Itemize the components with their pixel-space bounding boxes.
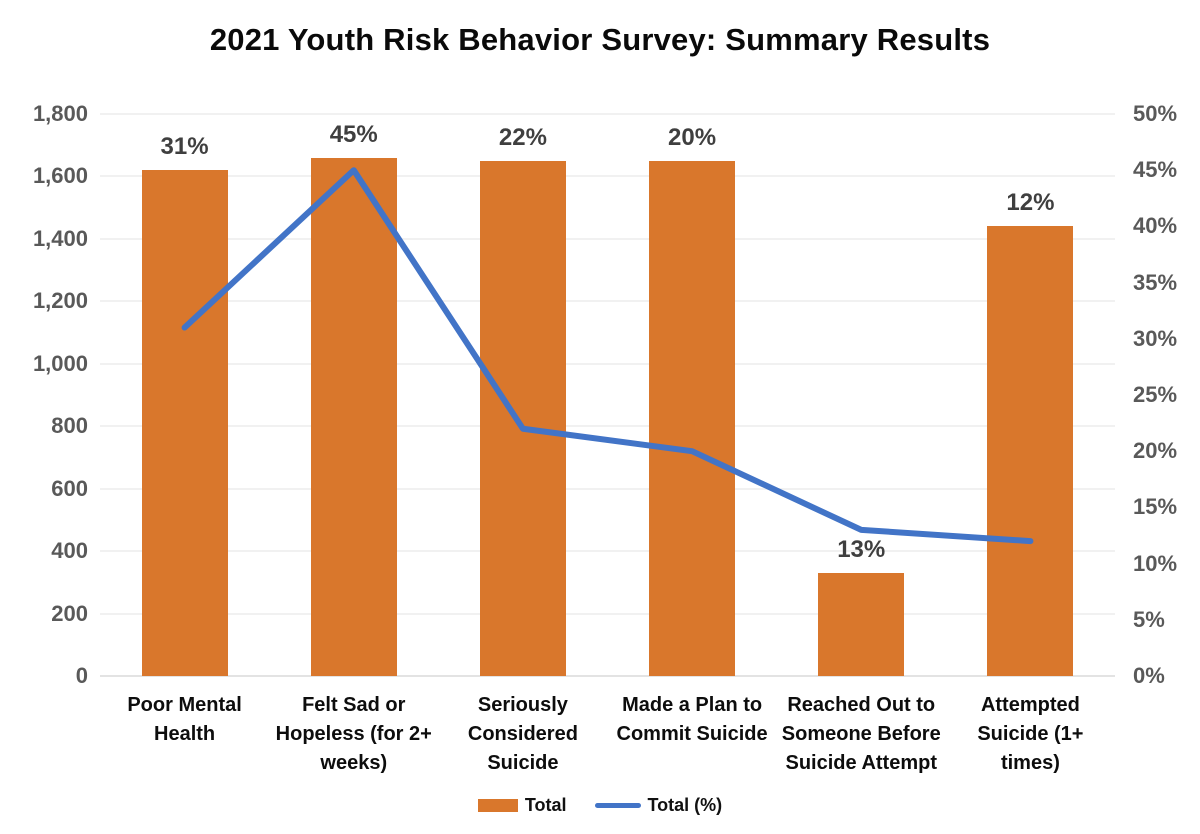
bar-6 <box>987 226 1074 676</box>
total-percent-line <box>181 167 1034 545</box>
gridline <box>100 237 1115 240</box>
left-value-axis: 1,800 1,600 1,400 1,200 1,000 800 600 400 200 0 <box>0 101 88 688</box>
left-axis-tick: 200 <box>51 600 88 626</box>
left-axis-tick: 400 <box>51 538 88 564</box>
bar-2 <box>310 157 397 676</box>
legend-line-swatch-icon <box>594 803 641 808</box>
legend-item-total: Total <box>477 795 567 816</box>
left-axis-tick: 800 <box>51 413 88 439</box>
category-label-5: Reached Out to Someone Before Suicide At… <box>781 694 941 774</box>
gridline <box>100 300 1115 303</box>
data-label-4: 20% <box>668 123 717 151</box>
right-axis-tick: 30% <box>1133 325 1178 351</box>
left-axis-tick: 1,200 <box>32 288 88 314</box>
right-axis-tick: 0% <box>1133 663 1165 688</box>
data-label-6: 12% <box>1006 189 1055 217</box>
category-label-1: Poor Mental Health <box>127 694 242 745</box>
data-label-3: 22% <box>498 123 547 151</box>
legend: Total Total (%) <box>0 795 1200 816</box>
right-axis-tick: 50% <box>1133 101 1178 126</box>
gridline <box>100 425 1115 428</box>
gridline <box>100 175 1115 178</box>
right-axis-tick: 40% <box>1133 213 1178 239</box>
data-label-5: 13% <box>837 535 886 563</box>
gridline <box>100 487 1115 490</box>
category-axis: Poor Mental Health Felt Sad or Hopeless (… <box>100 691 1115 787</box>
left-axis-tick: 1,800 <box>32 101 88 126</box>
right-axis-tick: 5% <box>1133 606 1165 632</box>
gridline <box>100 362 1115 365</box>
left-axis-tick: 600 <box>51 475 88 501</box>
line-series-total-percent <box>181 167 1034 545</box>
category-label-6: Attempted Suicide (1+ times) <box>977 694 1084 774</box>
right-percent-axis: 50% 45% 40% 35% 30% 25% 20% 15% 10% 5% 0% <box>1133 101 1200 688</box>
gridline <box>100 550 1115 553</box>
left-axis-tick: 0 <box>75 663 88 688</box>
right-axis-tick: 45% <box>1133 157 1178 183</box>
right-axis-tick: 20% <box>1133 438 1178 464</box>
right-axis-tick: 15% <box>1133 494 1178 520</box>
gridline <box>100 675 1115 677</box>
left-axis-tick: 1,600 <box>32 163 88 189</box>
legend-item-total-percent: Total (%) <box>594 795 723 816</box>
data-label-2: 45% <box>329 120 378 148</box>
legend-label: Total (%) <box>647 795 723 815</box>
left-axis-tick: 1,000 <box>32 350 88 376</box>
right-axis-tick: 25% <box>1133 382 1178 407</box>
category-label-3: Seriously Considered Suicide <box>467 694 578 774</box>
legend-bar-swatch-icon <box>477 799 518 812</box>
legend-label: Total <box>524 795 567 815</box>
bar-5 <box>818 572 905 676</box>
right-axis-tick: 10% <box>1133 550 1178 576</box>
chart-title: 2021 Youth Risk Behavior Survey: Summary… <box>209 22 991 57</box>
right-axis-tick: 35% <box>1133 269 1178 295</box>
bar-3 <box>479 160 566 676</box>
gridline <box>100 612 1115 615</box>
data-label-1: 31% <box>160 133 209 161</box>
bar-1 <box>141 170 228 676</box>
bar-4 <box>649 160 736 676</box>
plot-area: 31% 45% 22% 20% 13% 12% <box>100 113 1115 677</box>
category-label-4: Made a Plan to Commit Suicide <box>616 694 768 745</box>
gridline <box>100 113 1115 115</box>
category-label-2: Felt Sad or Hopeless (for 2+ weeks) <box>275 694 432 774</box>
left-axis-tick: 1,400 <box>32 225 88 251</box>
